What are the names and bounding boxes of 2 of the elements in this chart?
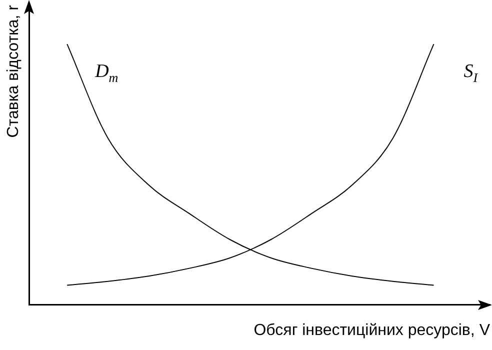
y-axis-title: Ставка відсотка, r	[5, 4, 22, 138]
x-axis-title: Обсяг інвестиційних ресурсів, V	[254, 322, 490, 339]
